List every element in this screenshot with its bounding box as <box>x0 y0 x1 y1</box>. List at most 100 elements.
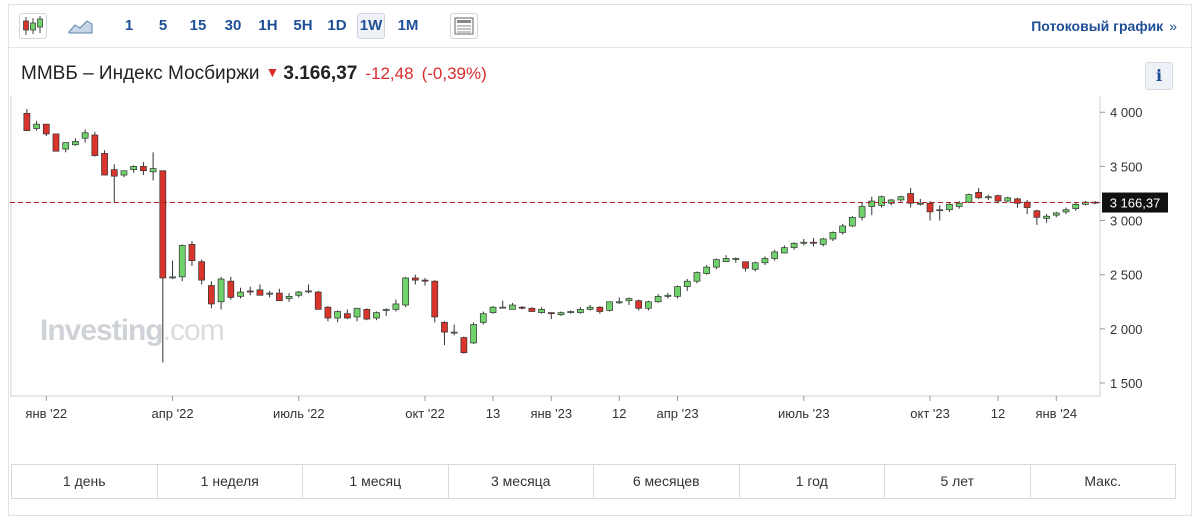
candle-up <box>790 242 798 248</box>
candle-up <box>402 277 409 306</box>
interval-button-1h[interactable]: 1H <box>258 17 278 34</box>
candle-up <box>732 258 740 260</box>
candle-down <box>324 306 332 319</box>
candle-up <box>722 258 730 263</box>
candle-up <box>848 216 856 227</box>
candle-down <box>926 202 934 213</box>
candle-up <box>1043 215 1050 219</box>
current-price-tag <box>1102 192 1168 213</box>
watermark-brand: Investing <box>40 314 164 347</box>
candle-up <box>295 291 303 296</box>
candle-up <box>829 232 837 240</box>
candle-down <box>42 123 50 135</box>
news-layout-icon[interactable] <box>450 13 478 39</box>
candle-up <box>392 303 400 310</box>
interval-button-1w[interactable]: 1W <box>357 13 385 39</box>
candle-up <box>266 292 274 295</box>
area-chart-icon[interactable] <box>65 13 93 39</box>
y-tick-label: 2 000 <box>1110 322 1143 337</box>
interval-button-1m[interactable]: 1M <box>397 17 419 34</box>
candle-up <box>946 203 953 211</box>
y-tick-label: 4 000 <box>1110 105 1143 120</box>
candle-up <box>237 291 244 297</box>
y-tick-label: 3 500 <box>1110 159 1143 174</box>
candle-up <box>955 202 963 207</box>
y-tick-label: 1 500 <box>1110 376 1143 391</box>
candle-up <box>470 324 477 344</box>
candle-down <box>975 192 982 199</box>
y-tick-label: 3 000 <box>1110 214 1143 229</box>
candle-down <box>460 337 468 354</box>
interval-button-1d[interactable]: 1D <box>327 17 347 34</box>
interval-button-5h[interactable]: 5H <box>293 17 313 34</box>
candle-up <box>178 245 186 278</box>
candle-up <box>839 225 847 233</box>
candle-up <box>751 262 759 270</box>
candle-up <box>645 301 652 309</box>
candle-down <box>635 300 643 309</box>
period-option-6[interactable]: 5 лет <box>885 465 1031 498</box>
x-tick-label: апр '22 <box>152 406 194 421</box>
candle-up <box>878 196 885 206</box>
candle-up <box>713 259 720 268</box>
candle-down <box>810 241 817 244</box>
period-option-3[interactable]: 3 месяца <box>449 465 594 498</box>
candle-up <box>169 276 176 279</box>
price-chart[interactable]: 4 000 3 500 3 000 2 500 2 000 1 500 янв '22 апр… <box>10 96 1190 436</box>
candle-up <box>615 301 623 304</box>
x-tick-label: 13 <box>486 406 500 421</box>
candle-up <box>499 306 507 309</box>
investing-watermark: Investing.com <box>40 314 225 348</box>
candle-up <box>771 251 779 259</box>
period-option-5[interactable]: 1 год <box>740 465 885 498</box>
candle-up <box>693 272 701 282</box>
candle-up <box>625 298 633 302</box>
period-option-4[interactable]: 6 месяцев <box>594 465 740 498</box>
candle-up <box>586 306 594 310</box>
candle-up <box>120 170 128 176</box>
candle-down <box>198 261 206 281</box>
period-option-2[interactable]: 1 месяц <box>303 465 449 498</box>
period-selector: 1 день 1 неделя 1 месяц 3 месяца 6 месяцев 1 … <box>11 464 1176 499</box>
candle-up <box>450 331 458 334</box>
x-tick-label: окт '23 <box>910 406 950 421</box>
candle-down <box>52 133 60 152</box>
x-tick-label: июль '22 <box>273 406 325 421</box>
x-tick-label: янв '22 <box>25 406 67 421</box>
chart-widget: 1 5 15 30 1H 5H 1D 1W 1M Потоковый график» ММВБ … <box>8 4 1192 516</box>
candle-down <box>227 280 235 298</box>
candle-up <box>1052 212 1060 216</box>
candle-up <box>1072 203 1080 209</box>
candle-up <box>577 309 584 313</box>
period-option-1[interactable]: 1 неделя <box>158 465 303 498</box>
interval-button-5[interactable]: 5 <box>158 17 168 34</box>
candle-up <box>489 306 497 313</box>
candlestick-icon[interactable] <box>19 13 47 39</box>
instrument-header: ММВБ – Индекс Мосбиржи ▼ 3.166,37 -12,48 (-0… <box>21 61 487 87</box>
period-option-0[interactable]: 1 день <box>12 465 158 498</box>
candle-down <box>441 322 448 333</box>
chevron-right-icon: » <box>1169 18 1177 34</box>
candle-up <box>664 294 672 297</box>
interval-button-1[interactable]: 1 <box>124 17 134 34</box>
candle-up <box>538 309 545 313</box>
candle-up <box>382 309 390 311</box>
price-change-percent: (-0,39%) <box>421 64 487 83</box>
info-button[interactable]: i <box>1145 62 1173 90</box>
down-arrow-icon: ▼ <box>265 64 280 80</box>
candle-up <box>887 199 895 204</box>
interval-button-15[interactable]: 15 <box>189 17 207 34</box>
candle-up <box>936 209 944 212</box>
candle-up <box>130 166 138 170</box>
stream-chart-link[interactable]: Потоковый график » <box>1031 13 1177 39</box>
candle-up <box>33 123 40 129</box>
candle-up <box>781 247 788 254</box>
candle-down <box>994 195 1002 202</box>
interval-button-30[interactable]: 30 <box>224 17 242 34</box>
period-option-7[interactable]: Макс. <box>1084 473 1122 489</box>
candle-down <box>596 306 604 312</box>
x-tick-label: апр '23 <box>657 406 699 421</box>
candle-down <box>188 244 196 261</box>
candle-down <box>140 166 147 172</box>
candle-up <box>761 258 769 264</box>
